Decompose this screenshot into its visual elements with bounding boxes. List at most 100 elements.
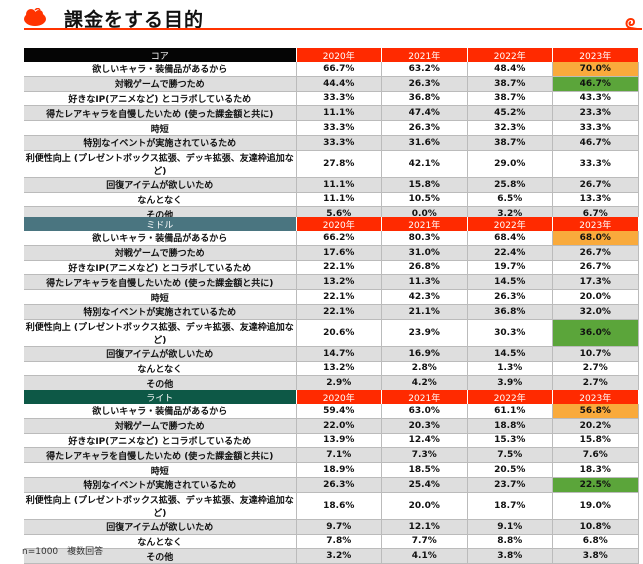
value-cell: 4.1% (381, 548, 468, 564)
value-cell: 68.4% (467, 231, 553, 246)
table-row: 欲しいキャラ・装備品があるから 66.7% 63.2% 48.4% 70.0% (24, 62, 639, 77)
table-row: その他 3.2% 4.1% 3.8% 3.8% (24, 548, 639, 564)
table-row: なんとなく 11.1% 10.5% 6.5% 13.3% (24, 192, 639, 208)
row-label: 特別なイベントが実施されているため (24, 304, 297, 320)
value-cell: 11.3% (381, 274, 468, 291)
value-cell: 18.7% (467, 492, 553, 520)
row-label: なんとなく (24, 534, 297, 550)
row-label: 利便性向上 (プレゼントボックス拡張、デッキ拡張、友達枠追加など) (24, 319, 297, 347)
value-cell: 18.9% (296, 462, 382, 478)
value-cell: 44.4% (296, 76, 382, 92)
year-header: 2023年 (552, 48, 639, 62)
value-cell: 48.4% (467, 62, 553, 77)
value-cell: 18.8% (467, 418, 553, 434)
row-label: 欲しいキャラ・装備品があるから (24, 62, 297, 77)
table-row: 対戦ゲームで勝つため 17.6% 31.0% 22.4% 26.7% (24, 245, 639, 261)
row-label: 好きなIP(アニメなど) とコラボしているため (24, 260, 297, 276)
value-cell: 2.9% (296, 375, 382, 392)
value-cell: 13.2% (296, 361, 382, 377)
value-cell: 16.9% (381, 346, 468, 362)
value-cell: 46.7% (552, 135, 639, 151)
value-cell: 66.2% (296, 231, 382, 246)
value-cell: 11.1% (296, 177, 382, 193)
row-label: 利便性向上 (プレゼントボックス拡張、デッキ拡張、友達枠追加など) (24, 492, 297, 520)
table-row: 回復アイテムが欲しいため 11.1% 15.8% 25.8% 26.7% (24, 177, 639, 193)
value-cell: 56.8% (552, 404, 639, 419)
value-cell: 7.8% (296, 534, 382, 550)
value-cell: 7.3% (381, 447, 468, 464)
value-cell: 33.3% (552, 150, 639, 178)
value-cell: 20.5% (467, 462, 553, 478)
table-row: 好きなIP(アニメなど) とコラボしているため 33.3% 36.8% 38.7% 43… (24, 91, 639, 107)
segment-header: ライト (24, 390, 297, 404)
value-cell: 14.7% (296, 346, 382, 362)
segment-header: コア (24, 48, 297, 62)
value-cell: 22.1% (296, 260, 382, 276)
table-light: ライト 2020年 2021年 2022年 2023年 欲しいキャラ・装備品があるから 59… (24, 390, 639, 564)
value-cell: 19.0% (552, 492, 639, 520)
table-row: 欲しいキャラ・装備品があるから 59.4% 63.0% 61.1% 56.8% (24, 404, 639, 419)
value-cell: 33.3% (296, 120, 382, 136)
value-cell: 10.8% (552, 519, 639, 535)
table-core: コア 2020年 2021年 2022年 2023年 欲しいキャラ・装備品があるから 66.… (24, 48, 639, 223)
value-cell: 32.3% (467, 120, 553, 136)
value-cell: 31.6% (381, 135, 468, 151)
table-row: 回復アイテムが欲しいため 14.7% 16.9% 14.5% 10.7% (24, 346, 639, 362)
table-header: ライト 2020年 2021年 2022年 2023年 (24, 390, 639, 404)
value-cell: 14.5% (467, 346, 553, 362)
year-header: 2023年 (552, 217, 639, 231)
value-cell: 2.7% (552, 375, 639, 392)
row-label: 回復アイテムが欲しいため (24, 177, 297, 193)
value-cell: 17.6% (296, 245, 382, 261)
value-cell: 21.1% (381, 304, 468, 320)
value-cell: 43.3% (552, 91, 639, 107)
table-row: 回復アイテムが欲しいため 9.7% 12.1% 9.1% 10.8% (24, 519, 639, 535)
value-cell: 10.5% (381, 192, 468, 208)
year-header: 2022年 (467, 48, 553, 62)
table-row: 時短 22.1% 42.3% 26.3% 20.0% (24, 289, 639, 305)
value-cell: 63.2% (381, 62, 468, 77)
value-cell: 17.3% (552, 274, 639, 291)
value-cell: 15.3% (467, 433, 553, 449)
value-cell: 20.3% (381, 418, 468, 434)
row-label: 対戦ゲームで勝つため (24, 245, 297, 261)
value-cell: 14.5% (467, 274, 553, 291)
value-cell: 18.5% (381, 462, 468, 478)
value-cell: 33.3% (296, 135, 382, 151)
value-cell: 59.4% (296, 404, 382, 419)
value-cell: 12.1% (381, 519, 468, 535)
value-cell: 1.3% (467, 361, 553, 377)
year-header: 2021年 (381, 390, 468, 404)
value-cell: 26.7% (552, 260, 639, 276)
value-cell: 15.8% (381, 177, 468, 193)
value-cell: 3.2% (296, 548, 382, 564)
row-label: なんとなく (24, 192, 297, 208)
value-cell: 26.7% (552, 245, 639, 261)
value-cell: 13.3% (552, 192, 639, 208)
row-label: 得たレアキャラを自慢したいため (使った課金額と共に) (24, 105, 297, 122)
year-header: 2020年 (296, 48, 382, 62)
value-cell: 26.8% (381, 260, 468, 276)
value-cell: 32.0% (552, 304, 639, 320)
table-row: 好きなIP(アニメなど) とコラボしているため 13.9% 12.4% 15.3% 15… (24, 433, 639, 449)
value-cell: 20.6% (296, 319, 382, 347)
page-title: 課金をする目的 (64, 9, 205, 31)
year-header: 2021年 (381, 217, 468, 231)
value-cell: 11.1% (296, 105, 382, 122)
row-label: 回復アイテムが欲しいため (24, 346, 297, 362)
value-cell: 18.6% (296, 492, 382, 520)
value-cell: 25.8% (467, 177, 553, 193)
value-cell: 13.2% (296, 274, 382, 291)
table-row: 時短 33.3% 26.3% 32.3% 33.3% (24, 120, 639, 136)
table-row: 特別なイベントが実施されているため 33.3% 31.6% 38.7% 46.7% (24, 135, 639, 151)
value-cell: 27.8% (296, 150, 382, 178)
table-row: 好きなIP(アニメなど) とコラボしているため 22.1% 26.8% 19.7% 26… (24, 260, 639, 276)
row-label: 対戦ゲームで勝つため (24, 418, 297, 434)
row-label: 特別なイベントが実施されているため (24, 477, 297, 493)
title-underline (24, 28, 642, 30)
value-cell: 6.8% (552, 534, 639, 550)
row-label: 得たレアキャラを自慢したいため (使った課金額と共に) (24, 447, 297, 464)
value-cell: 45.2% (467, 105, 553, 122)
value-cell: 7.1% (296, 447, 382, 464)
table-row: 得たレアキャラを自慢したいため (使った課金額と共に) 11.1% 47.4% 45.… (24, 105, 639, 122)
